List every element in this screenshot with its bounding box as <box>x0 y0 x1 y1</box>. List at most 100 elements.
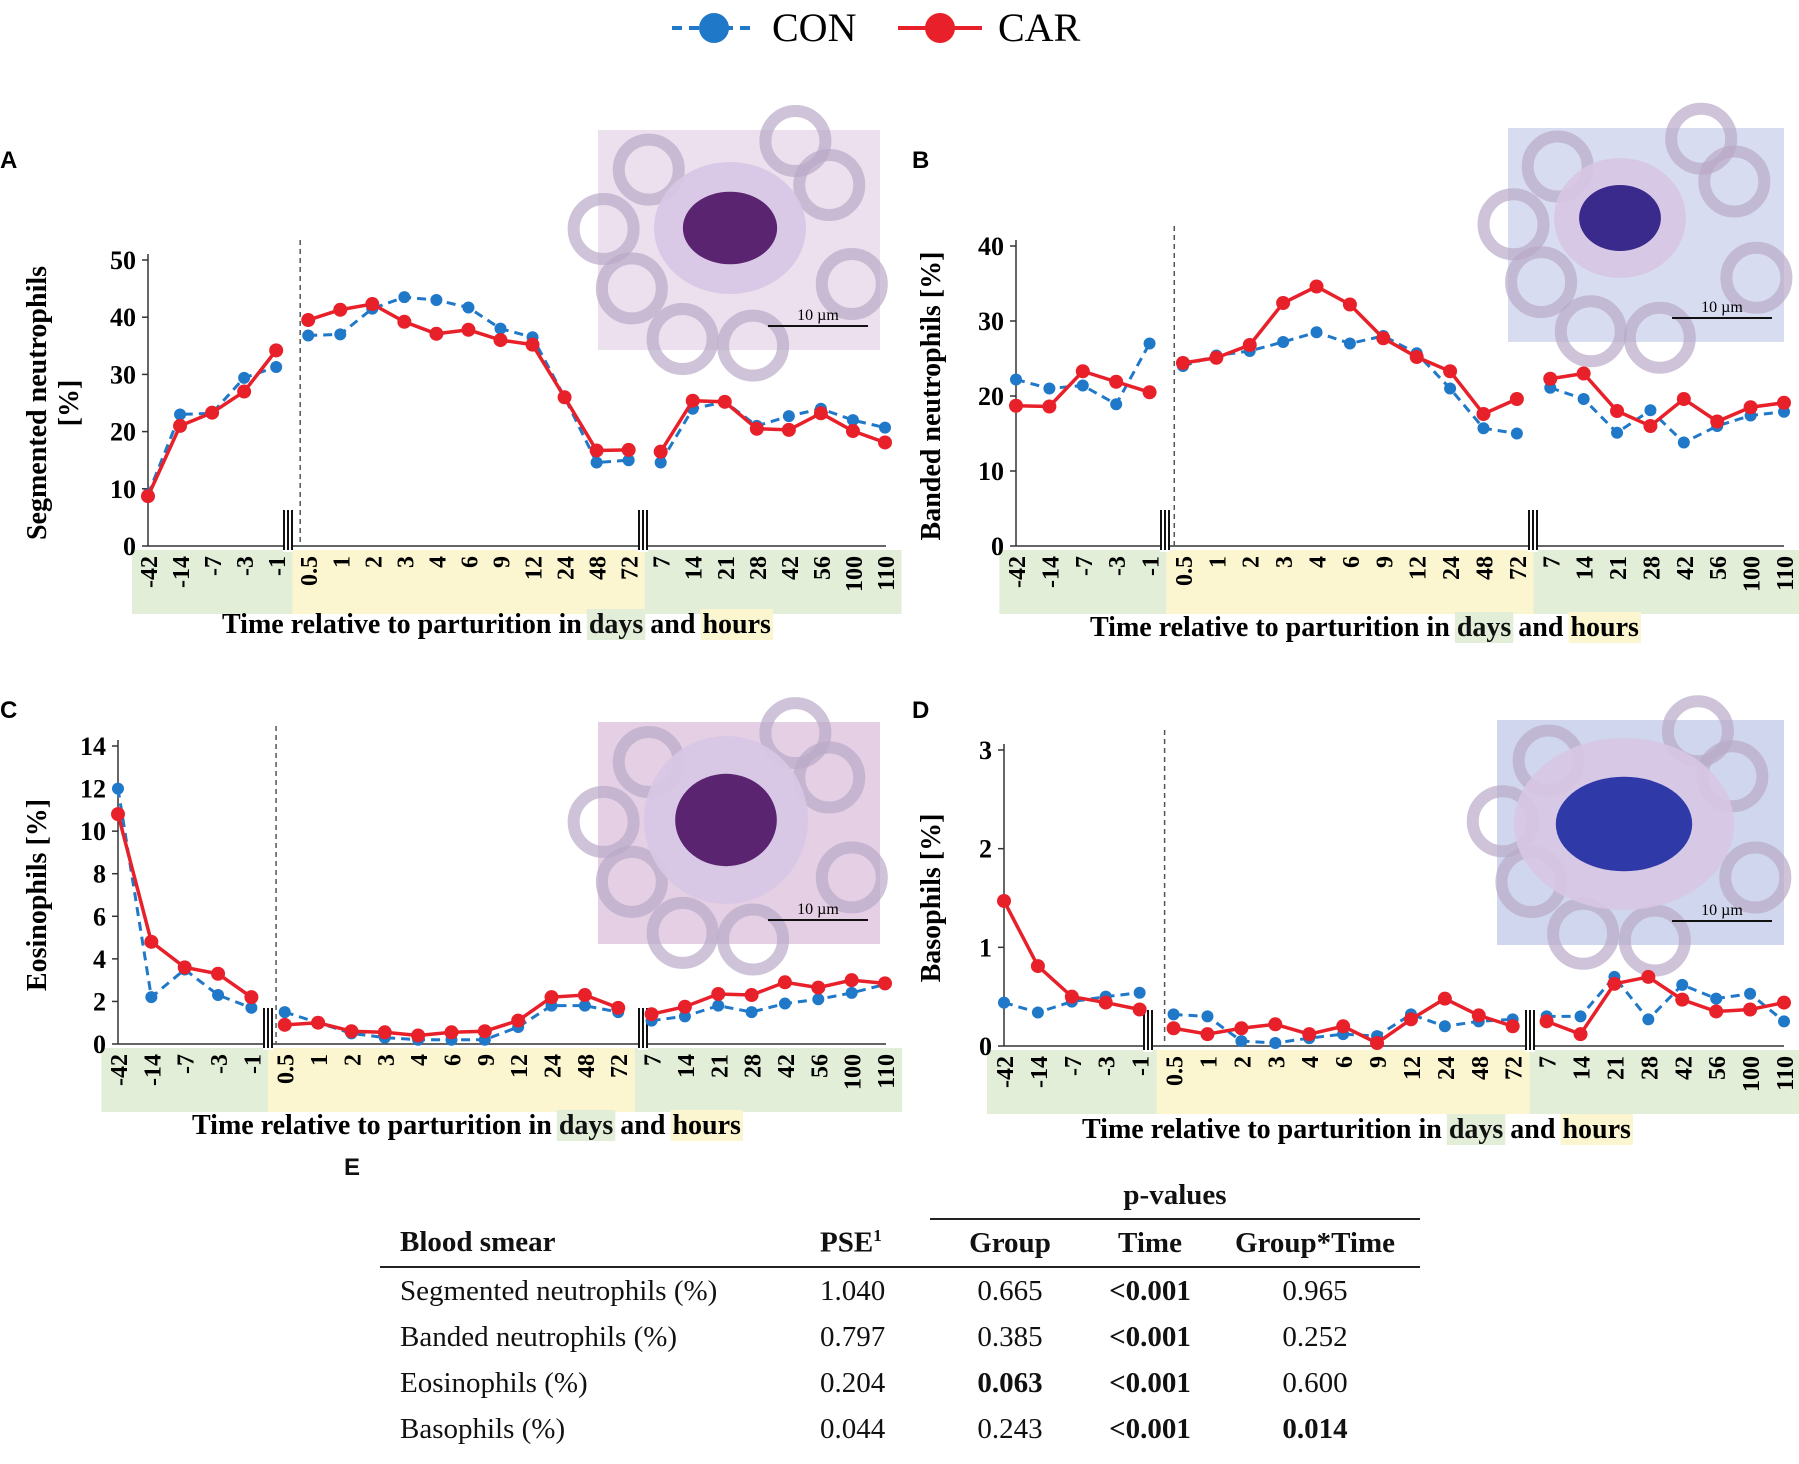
data-point-car <box>1403 1012 1418 1027</box>
x-tick-label: 72 <box>618 556 644 580</box>
data-point-car <box>811 980 826 995</box>
x-tick-label: 100 <box>842 556 868 592</box>
category-band <box>1233 550 1267 614</box>
data-point-con <box>782 410 795 423</box>
category-band <box>301 1048 336 1112</box>
hours-highlight <box>700 609 773 640</box>
category-band <box>548 550 582 614</box>
x-tick-label: -3 <box>233 556 259 576</box>
data-point-car <box>1471 1008 1486 1023</box>
x-tick-label: 56 <box>810 556 836 580</box>
data-point-car <box>301 313 316 328</box>
data-point-car <box>611 1000 626 1015</box>
data-point-car <box>557 390 572 405</box>
category-band <box>134 1048 169 1112</box>
x-tick-label: 110 <box>874 556 900 591</box>
category-band <box>228 550 261 614</box>
x-tick-label: 21 <box>707 1054 733 1078</box>
time-pvalue: <0.001 <box>1109 1366 1191 1399</box>
cell-nucleus <box>682 191 778 265</box>
data-point-con <box>778 997 791 1010</box>
y-axis-label: Segmented neutrophils <box>22 266 53 540</box>
category-band <box>292 550 325 614</box>
red-blood-cell <box>717 903 790 976</box>
data-point-car <box>1777 995 1791 1010</box>
y-axis-label: [%] <box>54 380 85 427</box>
group-pvalue: 0.385 <box>977 1320 1043 1353</box>
y-tick-label: 10 <box>80 817 106 846</box>
data-point-con <box>430 294 443 307</box>
y-tick-label: 40 <box>978 232 1004 261</box>
data-point-car <box>878 976 892 991</box>
data-point-con <box>398 291 411 304</box>
x-tick-label: -42 <box>137 556 163 588</box>
data-point-con <box>212 989 225 1002</box>
data-point-car <box>1476 407 1491 421</box>
micrograph-A: 10 µm <box>567 105 888 382</box>
panel-letter-D: D <box>912 697 929 724</box>
data-point-con <box>1269 1037 1282 1050</box>
category-band <box>644 550 678 614</box>
x-tick-label: 100 <box>1739 1056 1765 1092</box>
data-point-car <box>1242 338 1257 352</box>
red-blood-cell <box>595 252 668 325</box>
x-label-middle: and <box>613 1110 672 1141</box>
x-tick-label: 110 <box>1773 556 1799 591</box>
data-point-con <box>1277 336 1290 348</box>
x-tick-label: 2 <box>340 1054 366 1066</box>
category-band <box>1767 550 1799 614</box>
red-blood-cell <box>1618 904 1691 977</box>
y-tick-label: 2 <box>979 835 992 864</box>
red-blood-cell <box>1665 102 1738 175</box>
category-band <box>634 1048 669 1112</box>
data-point-con <box>1010 373 1022 386</box>
x-tick-label: 42 <box>774 1054 800 1078</box>
category-band <box>868 1048 903 1112</box>
category-band <box>164 550 197 614</box>
category-band <box>1366 550 1401 614</box>
scale-bar-label: 10 µm <box>1701 299 1743 316</box>
row-label: Eosinophils (%) <box>400 1366 588 1399</box>
category-band <box>534 1048 569 1112</box>
category-band <box>1400 550 1434 614</box>
data-point-car <box>1209 350 1224 365</box>
x-tick-label: 14 <box>1573 556 1599 580</box>
x-tick-label: 1 <box>307 1054 333 1066</box>
category-band <box>1199 550 1234 614</box>
data-point-car <box>237 384 252 399</box>
data-point-con <box>334 328 347 341</box>
x-tick-label: -1 <box>240 1054 266 1074</box>
category-band <box>1099 550 1134 614</box>
red-blood-cell <box>815 248 888 320</box>
series-line-con <box>308 295 629 465</box>
group-time-pvalue: 0.014 <box>1282 1412 1348 1445</box>
x-tick-label: 6 <box>457 556 483 568</box>
series-line-con <box>1003 991 1140 1015</box>
legend-car-marker <box>925 13 955 43</box>
category-band <box>101 1048 136 1112</box>
data-point-car <box>1543 371 1558 386</box>
category-band <box>768 1048 803 1112</box>
data-point-car <box>1539 1014 1554 1029</box>
table-spanner-row: p-values <box>380 1172 1420 1220</box>
x-tick-label: -14 <box>169 556 195 588</box>
data-point-car <box>1743 400 1758 415</box>
data-point-car <box>1643 419 1658 433</box>
hours-highlight <box>670 1110 743 1141</box>
category-band <box>1122 1050 1158 1114</box>
x-axis-label: Time relative to parturition in days and… <box>1090 612 1639 643</box>
time-pvalue: <0.001 <box>1109 1274 1191 1307</box>
category-band <box>1563 1050 1598 1114</box>
x-tick-label: -14 <box>1027 1056 1053 1088</box>
data-point-con <box>678 1010 691 1023</box>
x-tick-label: -3 <box>207 1054 233 1074</box>
red-blood-cell <box>717 309 790 382</box>
x-axis-label: Time relative to parturition in days and… <box>1082 1114 1631 1145</box>
group-pvalue: 0.063 <box>977 1366 1043 1399</box>
category-band <box>1360 1050 1395 1114</box>
data-point-car <box>744 988 759 1003</box>
x-tick-label: -1 <box>1129 1056 1155 1076</box>
